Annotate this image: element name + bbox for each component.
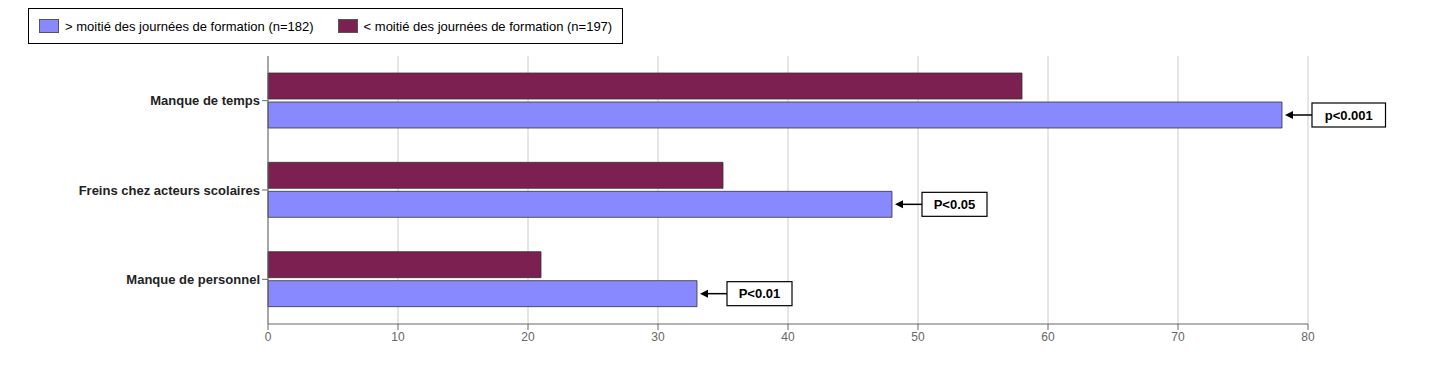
svg-text:Manque de temps: Manque de temps	[150, 93, 260, 108]
svg-text:30: 30	[651, 330, 665, 344]
svg-text:70: 70	[1171, 330, 1185, 344]
svg-text:10: 10	[391, 330, 405, 344]
svg-text:20: 20	[521, 330, 535, 344]
svg-text:40: 40	[781, 330, 795, 344]
svg-text:60: 60	[1041, 330, 1055, 344]
svg-text:P<0.01: P<0.01	[739, 286, 781, 301]
svg-text:Freins chez acteurs scolaires: Freins chez acteurs scolaires	[79, 183, 260, 198]
html-text:> moitié des journées de forma: > moitié des journées de formation (n=18…	[65, 18, 314, 34]
html-text:< moitié des journées de forma: < moitié des journées de formation (n=19…	[363, 18, 613, 34]
svg-text:0: 0	[265, 330, 272, 344]
svg-text:p<0.001: p<0.001	[1325, 108, 1373, 123]
svg-text:80: 80	[1301, 330, 1315, 344]
svg-text:P<0.05: P<0.05	[934, 197, 976, 212]
svg-text:Manque de personnel: Manque de personnel	[126, 272, 260, 287]
svg-text:50: 50	[911, 330, 925, 344]
